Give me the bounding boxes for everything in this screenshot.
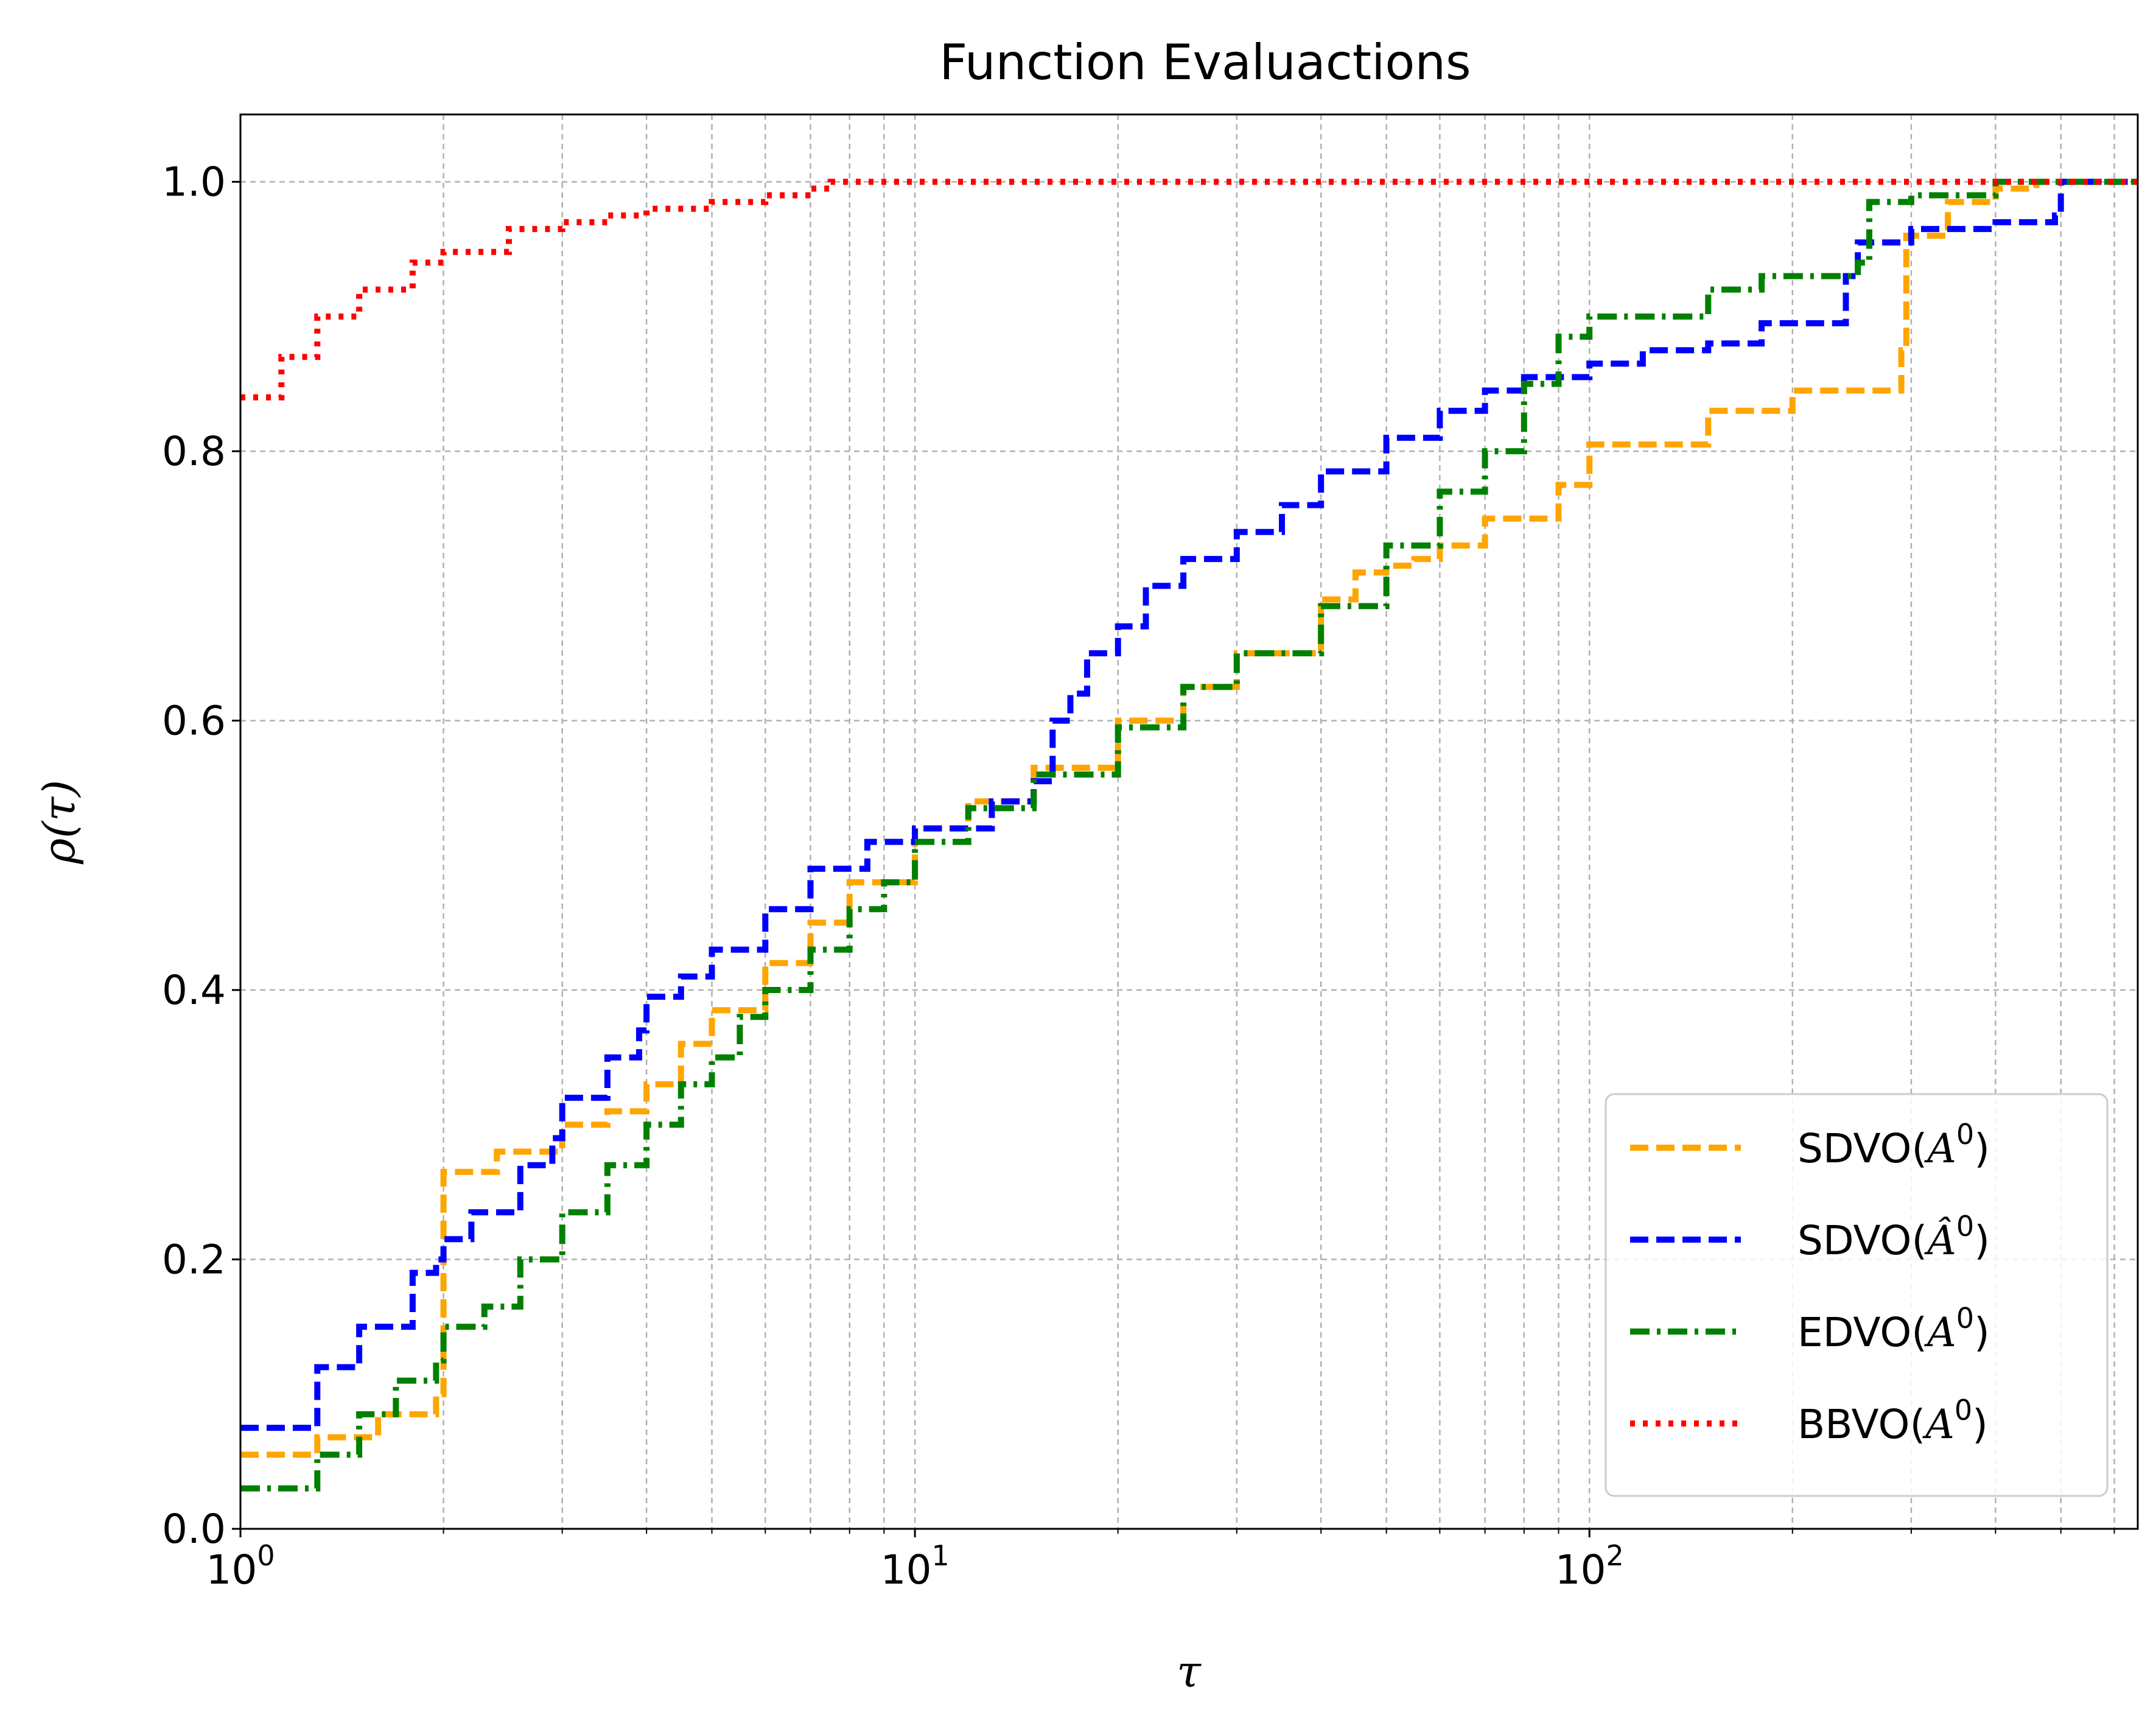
chart-title: Function Evaluactions [939,34,1471,91]
y-tick-label: 0.0 [162,1506,226,1553]
y-tick-label: 0.2 [162,1237,226,1283]
x-tick-label: 101 [880,1539,949,1593]
legend-label: SDVO(Â0) [1797,1210,1990,1264]
series-line [240,178,2138,1431]
series-line [240,178,2138,1492]
legend-label: BBVO(A0) [1797,1394,1988,1448]
grid-lines [239,114,2138,1530]
y-tick-label: 1.0 [162,159,226,206]
axis-ticks: 0.0 0.2 0.4 0.6 0.8 1.0 100 101 102 [162,159,2115,1593]
y-axis-label: ρ(τ) [33,780,85,865]
x-axis-label: τ [1177,1646,1202,1697]
x-tick-label: 102 [1555,1539,1624,1593]
legend-label: SDVO(A0) [1797,1118,1990,1172]
x-tick-label: 100 [206,1539,275,1593]
y-tick-label: 0.8 [162,428,226,475]
y-tick-label: 0.6 [162,698,226,745]
legend-box [1605,1093,2109,1497]
legend-label: EDVO(A0) [1797,1302,1990,1356]
series-line [240,178,2138,1458]
series-lines [240,178,2138,1492]
legend: SDVO(A0) SDVO(Â0) EDVO(A0) BBVO(A0) [1605,1093,2109,1497]
plot-frame [239,113,2139,1530]
y-tick-label: 0.4 [162,967,226,1014]
